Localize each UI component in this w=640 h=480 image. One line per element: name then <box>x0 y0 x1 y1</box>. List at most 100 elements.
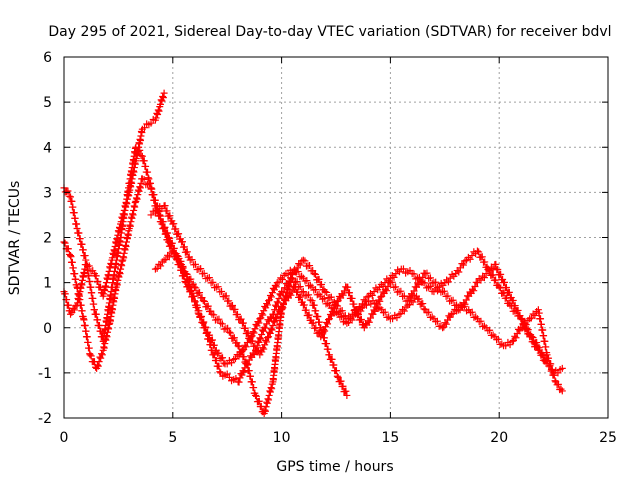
data-point <box>204 302 212 310</box>
data-point <box>470 287 478 295</box>
data-point <box>140 176 148 184</box>
data-point <box>400 307 408 315</box>
data-point <box>367 314 375 322</box>
data-point <box>302 306 310 314</box>
x-tick-label: 25 <box>599 430 617 446</box>
data-point <box>333 372 341 380</box>
data-point <box>220 359 228 367</box>
data-point <box>327 293 335 301</box>
data-point <box>340 287 348 295</box>
data-point <box>200 269 208 277</box>
data-point <box>193 303 201 311</box>
data-point <box>505 288 513 296</box>
data-point <box>158 97 166 105</box>
data-point <box>509 296 517 304</box>
data-point <box>210 311 218 319</box>
data-point <box>212 356 220 364</box>
data-point <box>325 351 333 359</box>
y-axis-label: SDTVAR / TECUs <box>7 181 23 296</box>
data-point <box>183 248 191 256</box>
data-point <box>240 368 248 376</box>
data-point <box>494 265 502 273</box>
data-point <box>264 395 272 403</box>
data-point <box>279 301 287 309</box>
data-point <box>409 298 417 306</box>
data-point <box>241 324 249 332</box>
data-point <box>502 284 510 292</box>
data-point <box>272 315 280 323</box>
data-point <box>94 362 102 370</box>
data-point <box>312 307 320 315</box>
data-point <box>98 351 106 359</box>
data-point <box>133 195 141 203</box>
y-tick-label: 0 <box>43 321 52 337</box>
data-point <box>397 287 405 295</box>
data-point <box>370 288 378 296</box>
data-point <box>343 391 351 399</box>
data-point <box>542 356 550 364</box>
data-point <box>256 315 264 323</box>
data-point <box>489 265 497 273</box>
data-point <box>257 335 265 343</box>
data-point <box>548 365 556 373</box>
data-point <box>531 312 539 320</box>
data-point <box>219 354 227 362</box>
data-point <box>328 355 336 363</box>
data-point <box>315 318 323 326</box>
data-point <box>459 261 467 269</box>
data-point <box>132 143 140 151</box>
data-point <box>543 360 551 368</box>
data-point <box>344 283 352 291</box>
data-point <box>93 361 101 369</box>
data-point <box>300 301 308 309</box>
y-tick-label: -1 <box>38 366 52 382</box>
data-point <box>65 192 73 200</box>
data-point <box>333 298 341 306</box>
data-point <box>194 309 202 317</box>
data-point <box>79 246 87 254</box>
data-point <box>339 382 347 390</box>
data-point <box>287 274 295 282</box>
data-point <box>324 345 332 353</box>
data-point <box>157 262 165 270</box>
data-point <box>233 339 241 347</box>
data-point <box>64 187 72 195</box>
data-point <box>186 283 194 291</box>
data-point <box>136 184 144 192</box>
data-point <box>461 257 469 265</box>
data-point <box>237 315 245 323</box>
data-point <box>165 253 173 261</box>
data-point <box>325 316 333 324</box>
data-point <box>551 377 559 385</box>
data-point <box>190 292 198 300</box>
data-point <box>136 146 144 154</box>
data-point <box>244 329 252 337</box>
data-point <box>154 111 162 119</box>
data-point <box>468 252 476 260</box>
data-point <box>350 300 358 308</box>
data-point <box>73 224 81 232</box>
data-point <box>287 291 295 299</box>
data-point <box>486 326 494 334</box>
data-point <box>141 124 149 132</box>
series-track-5 <box>147 202 551 368</box>
data-point <box>442 320 450 328</box>
data-point <box>222 292 230 300</box>
data-point <box>92 310 100 318</box>
data-point <box>332 302 340 310</box>
data-point <box>225 297 233 305</box>
data-point <box>286 278 294 286</box>
data-point <box>230 334 238 342</box>
x-tick-labels: 0 5 10 15 20 25 <box>60 430 617 446</box>
data-point <box>248 378 256 386</box>
data-point <box>200 318 208 326</box>
data-point <box>384 282 392 290</box>
data-point <box>209 278 217 286</box>
data-point <box>168 239 176 247</box>
data-point <box>492 276 500 284</box>
y-tick-label: -2 <box>38 411 52 427</box>
data-point <box>250 384 258 392</box>
data-point <box>75 229 83 237</box>
data-point <box>140 157 148 165</box>
data-point <box>228 302 236 310</box>
